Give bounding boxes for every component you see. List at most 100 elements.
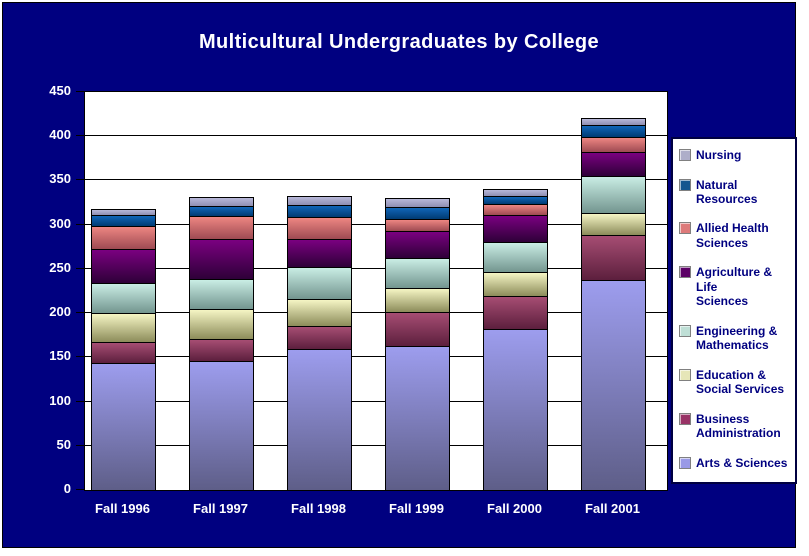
y-tick-450 (76, 91, 84, 92)
segment-business-administration (581, 235, 646, 280)
y-tick-label-200: 200 (49, 304, 71, 320)
y-tick-300 (76, 223, 84, 225)
segment-arts-sciences (483, 329, 548, 490)
segment-engineering-mathematics (91, 283, 156, 314)
segment-allied-health-sciences (385, 219, 450, 231)
gridline-150 (85, 356, 667, 358)
gridline-250 (85, 267, 667, 269)
bar-fall-1998 (287, 196, 352, 490)
legend-label: Natural Resources (696, 177, 758, 206)
legend-label: Arts & Sciences (696, 455, 788, 470)
plot-area (84, 91, 668, 491)
gridline-50 (85, 444, 667, 446)
gridline-100 (85, 400, 667, 402)
legend-swatch-business-administration (679, 412, 691, 425)
segment-agriculture-life-sciences (287, 238, 352, 268)
segment-agriculture-life-sciences (385, 230, 450, 259)
segment-allied-health-sciences (91, 225, 156, 249)
gridline-300 (85, 223, 667, 225)
y-tick-label-250: 250 (49, 259, 71, 275)
segment-allied-health-sciences (189, 215, 254, 239)
legend-swatch-arts-sciences (679, 456, 691, 469)
legend-label: Engineering & Mathematics (696, 323, 778, 353)
segment-natural-resources (581, 124, 646, 138)
segment-allied-health-sciences (581, 137, 646, 153)
segment-business-administration (91, 342, 156, 363)
y-tick-label-50: 50 (56, 436, 71, 452)
segment-nursing (581, 117, 646, 125)
segment-natural-resources (287, 205, 352, 217)
legend-swatch-engineering-mathematics (679, 324, 691, 337)
x-label-fall-1997: Fall 1997 (193, 501, 248, 516)
x-label-fall-1999: Fall 1999 (389, 501, 444, 516)
legend-item-natural-resources: Natural Resources (679, 178, 793, 207)
bar-fall-2001 (581, 117, 646, 490)
segment-education-social-services (91, 313, 156, 343)
segment-natural-resources (483, 196, 548, 205)
segment-nursing (91, 208, 156, 215)
segment-engineering-mathematics (189, 278, 254, 309)
legend-swatch-agriculture-life-sciences (679, 266, 691, 279)
y-tick-50 (76, 444, 84, 446)
legend-label: Business Administration (696, 411, 781, 441)
segment-allied-health-sciences (483, 204, 548, 215)
y-tick-350 (76, 179, 84, 181)
x-label-fall-2000: Fall 2000 (487, 501, 542, 516)
segment-agriculture-life-sciences (483, 214, 548, 243)
y-tick-label-450: 450 (49, 83, 71, 98)
segment-engineering-mathematics (483, 242, 548, 273)
segment-business-administration (483, 296, 548, 330)
segment-arts-sciences (287, 348, 352, 490)
legend-swatch-allied-health-sciences (679, 222, 691, 235)
segment-business-administration (287, 326, 352, 349)
segment-education-social-services (581, 213, 646, 236)
y-tick-250 (76, 267, 84, 269)
legend-swatch-natural-resources (679, 178, 691, 191)
segment-engineering-mathematics (581, 176, 646, 214)
chart-title: Multicultural Undergraduates by College (198, 31, 600, 53)
x-label-fall-1996: Fall 1996 (95, 501, 150, 516)
slide-background: Multicultural Undergraduates by College … (2, 2, 797, 548)
y-tick-label-0: 0 (63, 481, 71, 496)
y-tick-0 (76, 489, 84, 490)
y-tick-400 (76, 135, 84, 137)
x-label-fall-1998: Fall 1998 (291, 501, 346, 516)
legend-label: Education & Social Services (696, 367, 785, 397)
segment-agriculture-life-sciences (91, 248, 156, 284)
gridline-350 (85, 179, 667, 181)
legend-swatch-nursing (679, 149, 691, 161)
y-tick-label-350: 350 (49, 171, 71, 187)
bar-fall-1999 (385, 198, 450, 490)
segment-natural-resources (385, 207, 450, 220)
x-label-fall-2001: Fall 2001 (585, 501, 640, 516)
y-tick-200 (76, 312, 84, 314)
segment-nursing (189, 197, 254, 207)
segment-agriculture-life-sciences (189, 238, 254, 279)
segment-arts-sciences (581, 279, 646, 490)
segment-nursing (385, 198, 450, 208)
bar-fall-1996 (91, 208, 156, 490)
segment-education-social-services (287, 298, 352, 327)
legend-label: Allied Health Sciences (696, 221, 769, 250)
segment-nursing (483, 189, 548, 197)
segment-arts-sciences (91, 362, 156, 490)
segment-natural-resources (189, 206, 254, 216)
y-tick-150 (76, 356, 84, 358)
segment-natural-resources (91, 215, 156, 226)
y-tick-label-100: 100 (49, 392, 71, 408)
gridline-200 (85, 312, 667, 314)
legend-item-nursing: Nursing (679, 148, 793, 162)
legend-label: Nursing (696, 148, 742, 162)
gridline-400 (85, 135, 667, 137)
segment-nursing (287, 196, 352, 206)
segment-education-social-services (483, 272, 548, 297)
segment-business-administration (189, 338, 254, 361)
legend-item-agriculture-life-sciences: Agriculture & Life Sciences (679, 265, 793, 308)
legend: Nursing Natural Resources Allied Health Scie… (671, 137, 797, 484)
legend-item-engineering-mathematics: Engineering & Mathematics (679, 324, 793, 353)
legend-item-education-social-services: Education & Social Services (679, 368, 793, 397)
legend-item-business-administration: Business Administration (679, 412, 793, 441)
y-tick-label-300: 300 (49, 215, 71, 231)
bar-fall-1997 (189, 197, 254, 490)
